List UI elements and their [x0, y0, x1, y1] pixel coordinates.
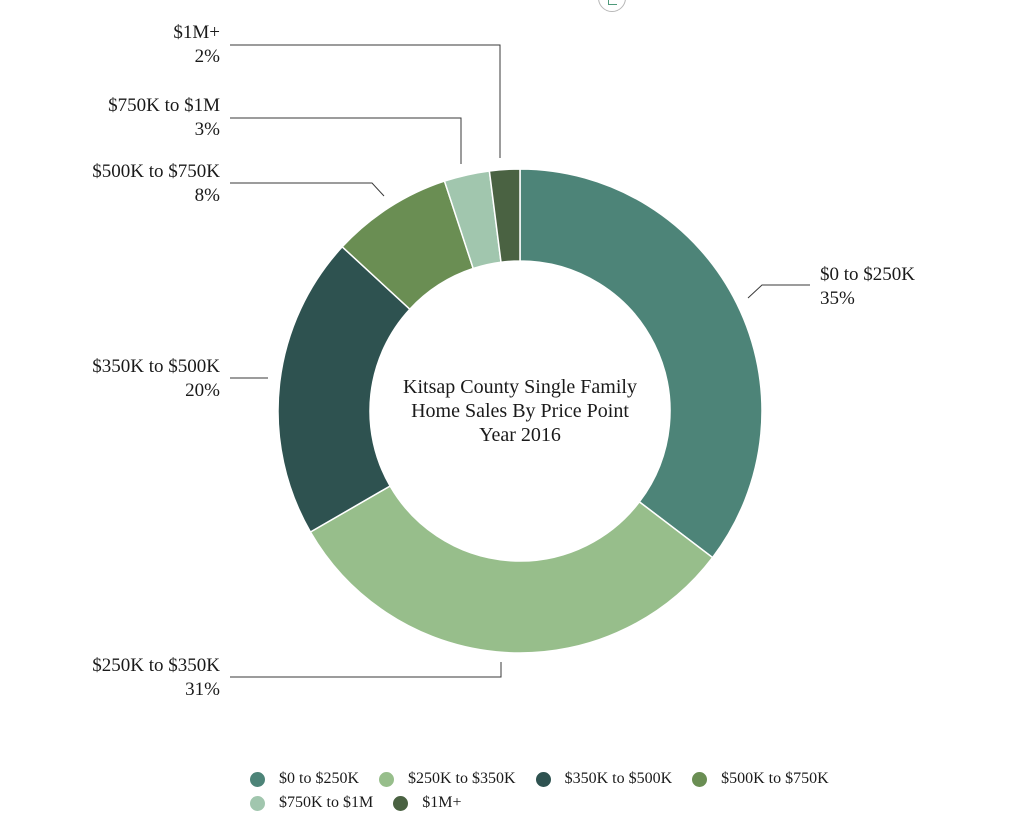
slice-value-350k-to-500k: 20% [185, 380, 220, 401]
legend-item-350k-to-500k[interactable]: $350K to $500K [535, 770, 673, 788]
legend-row: $750K to $1M $1M+ [250, 791, 950, 815]
leader-line-1mplus [230, 44, 501, 158]
legend-row: $0 to $250K $250K to $350K $350K to $500K $… [250, 767, 950, 791]
slice-label-750k-to-1m: $750K to $1M [108, 95, 220, 116]
legend-swatch-icon [535, 771, 551, 787]
slice-label-0-to-250k: $0 to $250K [820, 264, 915, 285]
legend-swatch-icon [250, 795, 265, 811]
leader-line-0-to-250k [747, 284, 810, 299]
legend-label: $750K to $1M [279, 794, 374, 811]
center-title-line-2: Home Sales By Price Point [411, 400, 629, 422]
slice-250k-to-350k [309, 484, 714, 654]
legend-item-1mplus[interactable]: $1M+ [393, 794, 461, 812]
legend-swatch-icon [692, 771, 708, 787]
slice-value-250k-to-350k: 31% [185, 679, 220, 700]
slice-label-250k-to-350k: $250K to $350K [92, 655, 220, 676]
leader-line-500k-to-750k [230, 182, 385, 197]
leader-line-750k-to-1m [230, 117, 462, 164]
legend-swatch-icon [250, 771, 265, 787]
legend-swatch-icon [393, 795, 409, 811]
slice-value-0-to-250k: 35% [820, 288, 855, 309]
center-title-line-3: Year 2016 [479, 424, 561, 446]
leader-lines [230, 44, 810, 678]
legend-item-0-to-250k[interactable]: $0 to $250K [250, 770, 359, 788]
slice-value-500k-to-750k: 8% [195, 185, 221, 206]
legend-label: $0 to $250K [279, 770, 359, 787]
slice-1mplus [488, 168, 521, 264]
legend-label: $500K to $750K [721, 770, 829, 787]
legend-label: $350K to $500K [564, 770, 673, 787]
center-title-line-1: Kitsap County Single Family [403, 376, 637, 398]
slice-labels: $0 to $250K 35% $250K to $350K 31% $350K to … [92, 22, 915, 700]
donut-slices [277, 168, 763, 654]
leader-line-250k-to-350k [230, 662, 502, 678]
legend-item-500k-to-750k[interactable]: $500K to $750K [692, 770, 829, 788]
legend-swatch-icon [379, 771, 394, 787]
chart-legend: $0 to $250K $250K to $350K $350K to $500K $… [250, 767, 950, 815]
slice-label-1mplus: $1M+ [173, 22, 220, 43]
slice-350k-to-500k [277, 245, 411, 534]
slice-label-500k-to-750k: $500K to $750K [92, 161, 220, 182]
slice-0-to-250k [519, 168, 763, 559]
slice-value-1mplus: 2% [195, 46, 221, 67]
legend-item-250k-to-350k[interactable]: $250K to $350K [379, 770, 516, 788]
legend-item-750k-to-1m[interactable]: $750K to $1M [250, 794, 373, 812]
slice-label-350k-to-500k: $350K to $500K [92, 356, 220, 377]
legend-label: $1M+ [422, 794, 462, 811]
slice-value-750k-to-1m: 3% [195, 119, 221, 140]
center-title: Kitsap County Single Family Home Sales B… [403, 376, 637, 446]
legend-label: $250K to $350K [408, 770, 516, 787]
